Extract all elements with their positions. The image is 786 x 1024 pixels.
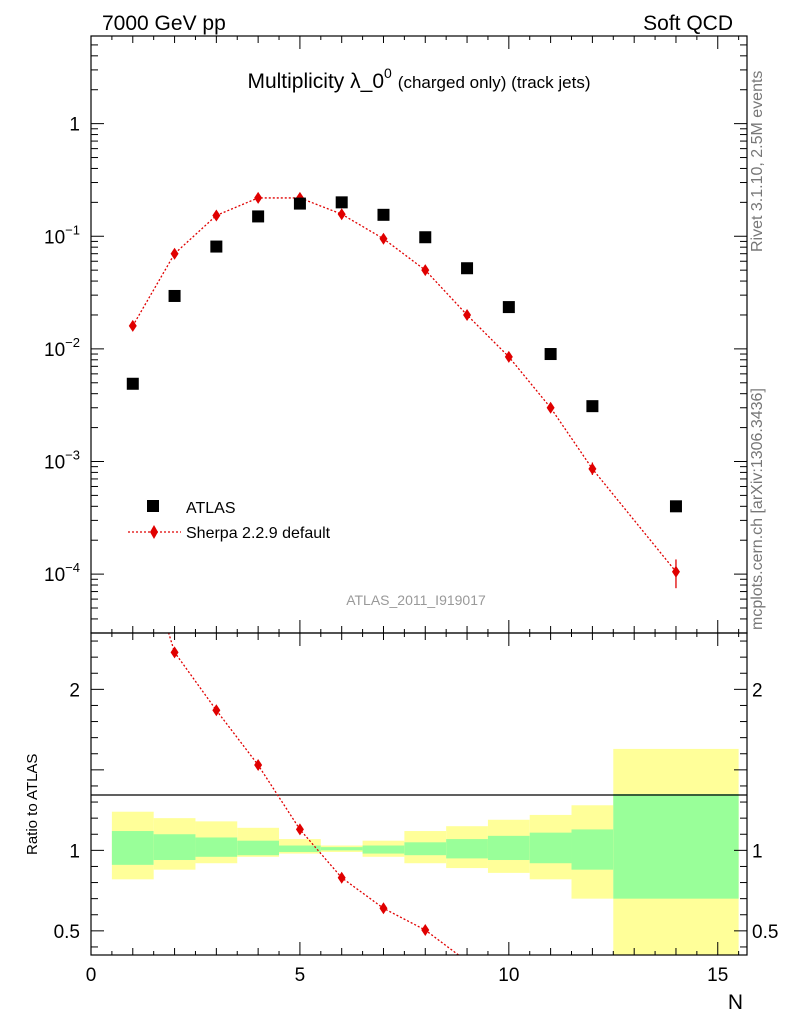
y-tick-base: 10 xyxy=(44,565,65,586)
atlas-point xyxy=(544,348,557,361)
sherpa-point xyxy=(588,462,597,475)
legend-atlas-label: ATLAS xyxy=(186,500,236,517)
atlas-point xyxy=(335,196,348,209)
sherpa-point xyxy=(546,401,555,414)
ratio-inner-band xyxy=(153,834,196,861)
atlas-point xyxy=(502,301,515,314)
sherpa-point xyxy=(463,308,472,321)
y-tick-label: 10−2 xyxy=(44,335,80,361)
ratio-y-tick-label-left: 2 xyxy=(69,680,80,701)
sherpa-point xyxy=(170,247,179,260)
x-tick-label: 15 xyxy=(707,965,728,986)
main-plot-frame xyxy=(90,35,748,634)
process-label: Soft QCD xyxy=(643,12,733,35)
main-y-ticks: 110−110−210−310−4 xyxy=(44,35,747,634)
atlas-point xyxy=(669,500,682,513)
atlas-point xyxy=(419,231,432,244)
ratio-plot: 0.5 0.5 1 1 2 2 0 5 10 15 Ratio to ATLAS N xyxy=(24,632,778,1014)
sherpa-point xyxy=(421,264,430,277)
main-plot-marks xyxy=(126,191,682,589)
sherpa-point xyxy=(128,319,137,332)
ratio-y-tick-label-right: 2 xyxy=(752,680,763,701)
chart-title-superscript: 0 xyxy=(384,65,392,81)
ratio-inner-band xyxy=(446,839,488,859)
legend-sherpa-label: Sherpa 2.2.9 default xyxy=(186,525,331,542)
sherpa-point xyxy=(254,191,263,204)
sherpa-point xyxy=(212,209,221,222)
mcplots-reference-label: mcplots.cern.ch [arXiv:1306.3436] xyxy=(749,388,766,630)
ratio-sherpa-point xyxy=(421,924,430,937)
atlas-point xyxy=(377,208,390,221)
ratio-sherpa-point xyxy=(254,759,263,772)
ratio-inner-band xyxy=(404,842,447,856)
chart-title: Multiplicity λ_00 (charged only) (track j… xyxy=(247,65,590,93)
ratio-sherpa-point xyxy=(337,871,346,884)
ratio-inner-band xyxy=(111,831,154,865)
atlas-point xyxy=(168,289,181,302)
y-tick-base: 10 xyxy=(44,340,65,361)
ratio-sherpa-point xyxy=(295,823,304,836)
ratio-uncertainty-bands xyxy=(111,748,739,955)
energy-label: 7000 GeV pp xyxy=(102,12,226,35)
x-axis-label: N xyxy=(728,991,743,1014)
atlas-point xyxy=(461,262,474,275)
y-tick-exponent: −4 xyxy=(65,560,80,575)
y-tick-base: 10 xyxy=(44,227,65,248)
sherpa-point xyxy=(671,565,680,578)
ratio-y-tick-label-right: 1 xyxy=(752,841,763,862)
x-tick-label: 5 xyxy=(295,965,306,986)
ratio-inner-band xyxy=(529,832,572,864)
rivet-version-label: Rivet 3.1.10, 2.5M events xyxy=(749,71,766,252)
ratio-sherpa-point xyxy=(212,704,221,717)
atlas-point xyxy=(126,377,139,390)
legend-sherpa-marker xyxy=(150,525,158,539)
atlas-point xyxy=(210,240,223,253)
y-tick-label: 10−1 xyxy=(44,222,80,248)
ratio-y-tick-label-left: 0.5 xyxy=(54,922,80,943)
y-tick-exponent: −3 xyxy=(65,447,80,462)
y-tick-exponent: −2 xyxy=(65,335,80,350)
ratio-inner-band xyxy=(613,794,739,899)
legend-atlas-marker xyxy=(147,500,159,512)
main-plot: 110−110−210−310−4 Multiplicity λ_00 (char… xyxy=(44,35,748,634)
ratio-ticks: 0.5 0.5 1 1 2 2 0 5 10 15 xyxy=(54,633,778,986)
y-tick-base: 10 xyxy=(44,452,65,473)
y-tick-label: 10−3 xyxy=(44,447,80,473)
ratio-plot-frame xyxy=(90,632,748,956)
ratio-inner-band xyxy=(195,837,238,857)
sherpa-point xyxy=(337,208,346,221)
ratio-y-tick-label-left: 1 xyxy=(69,841,80,862)
atlas-point xyxy=(252,210,265,223)
y-tick-exponent: −1 xyxy=(65,222,80,237)
x-tick-label: 10 xyxy=(498,965,519,986)
ratio-inner-band xyxy=(362,845,405,854)
y-tick-label: 10−4 xyxy=(44,560,80,586)
ratio-sherpa-point xyxy=(379,902,388,915)
ratio-inner-band xyxy=(320,847,363,851)
atlas-point xyxy=(586,400,599,413)
ratio-inner-band xyxy=(237,840,280,856)
analysis-watermark: ATLAS_2011_I919017 xyxy=(346,592,486,608)
sherpa-point xyxy=(379,232,388,245)
ratio-inner-band xyxy=(487,835,530,861)
ratio-inner-band xyxy=(279,845,321,852)
y-tick-label: 1 xyxy=(69,115,80,136)
ratio-inner-band xyxy=(571,829,614,870)
x-tick-label: 0 xyxy=(86,965,97,986)
sherpa-point xyxy=(504,350,513,363)
ratio-sherpa-line xyxy=(167,633,460,955)
ratio-plot-marks xyxy=(167,633,460,955)
ratio-y-tick-label-right: 0.5 xyxy=(752,922,778,943)
ratio-y-axis-label: Ratio to ATLAS xyxy=(24,754,41,855)
ratio-sherpa-point xyxy=(170,646,179,659)
chart-title-main: Multiplicity λ_0 xyxy=(247,70,384,93)
chart-title-small: (charged only) (track jets) xyxy=(398,73,591,92)
legend: ATLAS Sherpa 2.2.9 default xyxy=(128,500,331,542)
atlas-point xyxy=(293,197,306,210)
